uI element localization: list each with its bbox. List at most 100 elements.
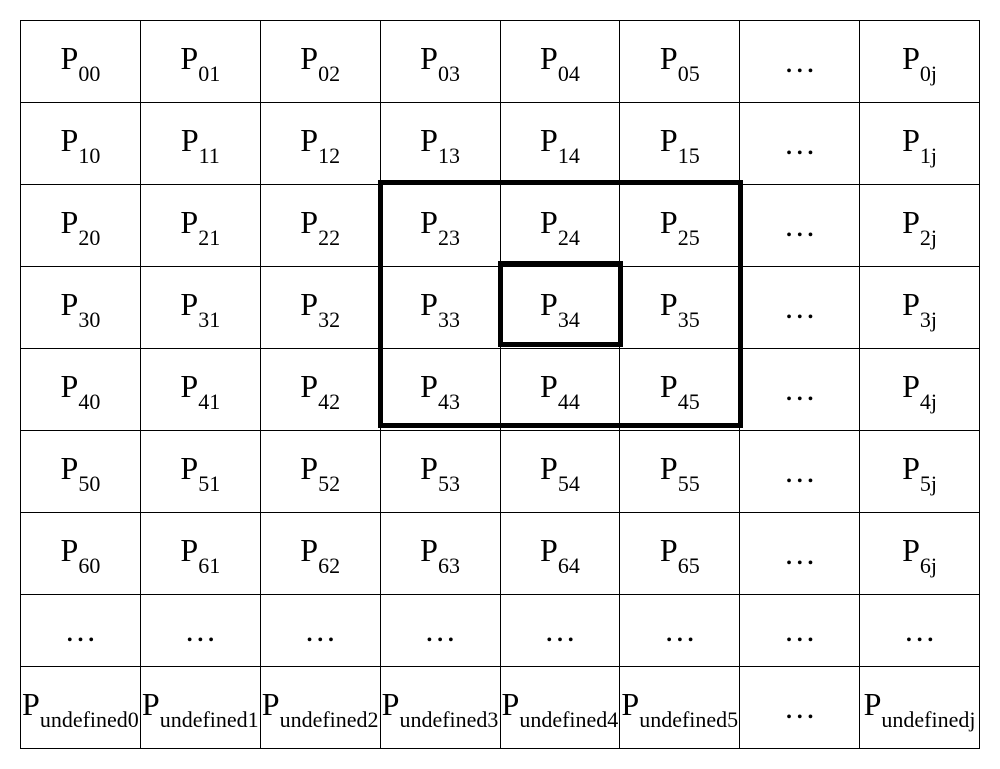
pixel-cell: P40 <box>21 349 141 431</box>
cell-base: P <box>61 286 79 322</box>
table-row: P40P41P42P43P44P45…P4j <box>21 349 980 431</box>
cell-subscript: 32 <box>318 307 340 332</box>
cell-subscript: 50 <box>78 471 100 496</box>
cell-base: P <box>180 532 198 568</box>
pixel-cell: P4j <box>860 349 980 431</box>
pixel-cell: … <box>380 595 500 667</box>
cell-base: P <box>420 40 438 76</box>
cell-subscript: 3j <box>920 307 937 332</box>
cell-subscript: 61 <box>198 553 220 578</box>
pixel-cell: P55 <box>620 431 740 513</box>
pixel-cell: P30 <box>21 267 141 349</box>
pixel-cell: … <box>740 666 860 748</box>
cell-subscript: 42 <box>318 389 340 414</box>
table-row: P50P51P52P53P54P55…P5j <box>21 431 980 513</box>
cell-base: P <box>420 122 438 158</box>
pixel-cell: P5j <box>860 431 980 513</box>
pixel-cell: P2j <box>860 185 980 267</box>
pixel-cell: P44 <box>500 349 620 431</box>
cell-subscript: 43 <box>438 389 460 414</box>
cell-subscript: 45 <box>678 389 700 414</box>
pixel-cell: P0j <box>860 21 980 103</box>
cell-subscript: 1j <box>920 143 937 168</box>
pixel-cell: Pundefined1 <box>140 666 260 748</box>
cell-base: P <box>180 368 198 404</box>
cell-base: P <box>180 450 198 486</box>
cell-subscript: 15 <box>678 143 700 168</box>
pixel-cell: P33 <box>380 267 500 349</box>
table-row: …………………… <box>21 595 980 667</box>
cell-subscript: undefined2 <box>280 707 379 732</box>
pixel-cell: … <box>500 595 620 667</box>
pixel-cell: Pundefinedj <box>860 666 980 748</box>
pixel-cell: P24 <box>500 185 620 267</box>
pixel-cell: P34 <box>500 267 620 349</box>
cell-base: P <box>540 532 558 568</box>
cell-subscript: 5j <box>920 471 937 496</box>
cell-base: P <box>540 40 558 76</box>
pixel-cell: P22 <box>260 185 380 267</box>
pixel-cell: Pundefined4 <box>500 666 620 748</box>
pixel-cell: P60 <box>21 513 141 595</box>
table-row: P60P61P62P63P64P65…P6j <box>21 513 980 595</box>
cell-base: P <box>61 368 79 404</box>
cell-base: P <box>502 686 520 722</box>
pixel-cell: P1j <box>860 103 980 185</box>
pixel-cell: … <box>740 267 860 349</box>
table-row: Pundefined0Pundefined1Pundefined2Pundefi… <box>21 666 980 748</box>
cell-base: P <box>540 204 558 240</box>
cell-subscript: 04 <box>558 61 580 86</box>
pixel-cell: … <box>21 595 141 667</box>
cell-base: P <box>180 286 198 322</box>
cell-subscript: 52 <box>318 471 340 496</box>
cell-subscript: 10 <box>78 143 100 168</box>
pixel-cell: P02 <box>260 21 380 103</box>
pixel-cell: P54 <box>500 431 620 513</box>
pixel-cell: … <box>140 595 260 667</box>
cell-base: P <box>382 686 400 722</box>
pixel-cell: … <box>860 595 980 667</box>
pixel-cell: P31 <box>140 267 260 349</box>
cell-base: P <box>61 40 79 76</box>
cell-subscript: 22 <box>318 225 340 250</box>
pixel-cell: … <box>740 349 860 431</box>
cell-subscript: 11 <box>199 143 220 168</box>
pixel-cell: P01 <box>140 21 260 103</box>
pixel-cell: P00 <box>21 21 141 103</box>
cell-subscript: 0j <box>920 61 937 86</box>
cell-subscript: 2j <box>920 225 937 250</box>
pixel-cell: P10 <box>21 103 141 185</box>
cell-subscript: 05 <box>678 61 700 86</box>
cell-base: P <box>660 286 678 322</box>
cell-base: P <box>902 40 920 76</box>
cell-subscript: undefined4 <box>519 707 618 732</box>
cell-base: P <box>902 532 920 568</box>
cell-base: P <box>420 368 438 404</box>
pixel-cell: P65 <box>620 513 740 595</box>
cell-subscript: undefined3 <box>399 707 498 732</box>
pixel-cell: P20 <box>21 185 141 267</box>
pixel-cell: P62 <box>260 513 380 595</box>
pixel-cell: Pundefined2 <box>260 666 380 748</box>
cell-base: P <box>300 40 318 76</box>
cell-subscript: 40 <box>78 389 100 414</box>
pixel-cell: … <box>740 595 860 667</box>
cell-base: P <box>420 450 438 486</box>
cell-base: P <box>61 122 79 158</box>
cell-subscript: 60 <box>78 553 100 578</box>
pixel-matrix-container: P00P01P02P03P04P05…P0jP10P11P12P13P14P15… <box>20 20 980 749</box>
cell-subscript: 00 <box>78 61 100 86</box>
pixel-cell: … <box>740 431 860 513</box>
cell-base: P <box>660 368 678 404</box>
pixel-cell: … <box>740 103 860 185</box>
cell-base: P <box>300 122 318 158</box>
cell-base: P <box>61 450 79 486</box>
table-row: P00P01P02P03P04P05…P0j <box>21 21 980 103</box>
pixel-cell: P61 <box>140 513 260 595</box>
pixel-cell: … <box>740 185 860 267</box>
pixel-cell: P52 <box>260 431 380 513</box>
cell-subscript: 4j <box>920 389 937 414</box>
cell-base: P <box>300 368 318 404</box>
pixel-cell: P3j <box>860 267 980 349</box>
pixel-cell: P11 <box>140 103 260 185</box>
